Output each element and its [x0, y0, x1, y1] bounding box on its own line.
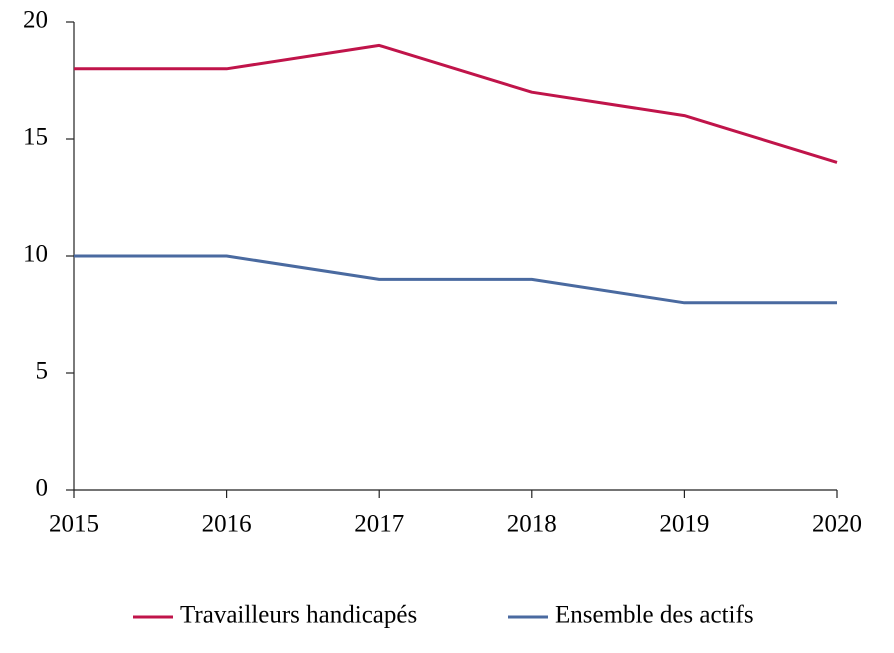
- y-tick-label: 5: [36, 358, 49, 385]
- y-tick-label: 10: [23, 241, 48, 268]
- legend-label: Ensemble des actifs: [555, 602, 754, 629]
- x-tick-label: 2019: [659, 511, 709, 538]
- x-tick-label: 2018: [507, 511, 557, 538]
- x-tick-label: 2017: [354, 511, 404, 538]
- x-tick-label: 2016: [202, 511, 252, 538]
- legend-label: Travailleurs handicapés: [180, 602, 417, 629]
- series-line: [74, 43, 838, 164]
- series-line: [74, 254, 837, 305]
- y-tick-label: 20: [23, 7, 48, 34]
- y-tick-label: 15: [23, 124, 48, 151]
- x-tick-label: 2015: [49, 511, 99, 538]
- y-tick-label: 0: [36, 475, 49, 502]
- x-tick-label: 2020: [812, 511, 862, 538]
